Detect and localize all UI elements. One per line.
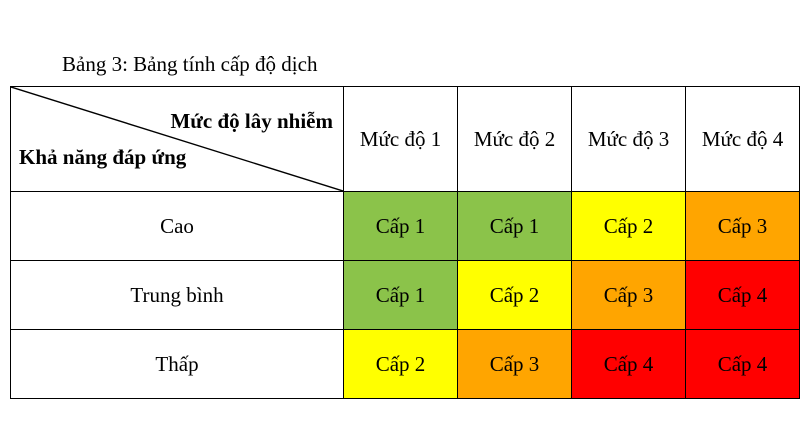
grade-cell: Cấp 4	[571, 329, 686, 399]
table-row-high: Cao Cấp 1 Cấp 1 Cấp 2 Cấp 3	[10, 191, 800, 261]
level-header-3: Mức độ 3	[571, 86, 686, 192]
level-header-2: Mức độ 2	[457, 86, 572, 192]
header-row: Mức độ lây nhiễm Khả năng đáp ứng Mức độ…	[10, 86, 800, 192]
grade-cell: Cấp 4	[685, 329, 800, 399]
level-header-1: Mức độ 1	[343, 86, 458, 192]
grade-cell: Cấp 4	[685, 260, 800, 330]
grade-cell: Cấp 2	[343, 329, 458, 399]
grade-cell: Cấp 2	[457, 260, 572, 330]
corner-header-cell: Mức độ lây nhiễm Khả năng đáp ứng	[10, 86, 344, 192]
grade-cell: Cấp 1	[457, 191, 572, 261]
table-row-medium: Trung bình Cấp 1 Cấp 2 Cấp 3 Cấp 4	[10, 260, 800, 330]
table-row-low: Thấp Cấp 2 Cấp 3 Cấp 4 Cấp 4	[10, 329, 800, 399]
row-label-high: Cao	[10, 191, 344, 261]
response-capacity-header: Khả năng đáp ứng	[19, 145, 187, 169]
row-label-low: Thấp	[10, 329, 344, 399]
level-header-4: Mức độ 4	[685, 86, 800, 192]
grade-cell: Cấp 1	[343, 191, 458, 261]
grade-cell: Cấp 3	[685, 191, 800, 261]
table-caption: Bảng 3: Bảng tính cấp độ dịch	[62, 52, 318, 76]
infection-level-header: Mức độ lây nhiễm	[170, 109, 333, 133]
grade-cell: Cấp 3	[571, 260, 686, 330]
epidemic-level-table: Mức độ lây nhiễm Khả năng đáp ứng Mức độ…	[10, 86, 800, 399]
grade-cell: Cấp 1	[343, 260, 458, 330]
diagonal-divider	[11, 87, 343, 191]
grade-cell: Cấp 3	[457, 329, 572, 399]
row-label-medium: Trung bình	[10, 260, 344, 330]
grade-cell: Cấp 2	[571, 191, 686, 261]
